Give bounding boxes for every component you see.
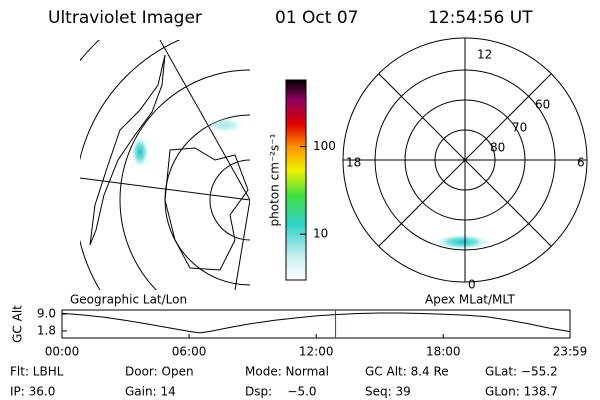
- y-tick-label: 1.8: [37, 323, 56, 337]
- polar-label: 60: [535, 98, 550, 112]
- date: 01 Oct 07: [275, 8, 358, 28]
- status-field: Seq: 39: [365, 385, 411, 399]
- status-field: GC Alt: 8.4 Re: [365, 365, 449, 379]
- plot-frame: [61, 309, 571, 339]
- colorbar-tick-label: 100: [313, 139, 336, 153]
- altitude-line: [61, 312, 571, 334]
- x-tick-label: 12:00: [299, 345, 334, 359]
- colorbar-tick-label: 10: [313, 227, 328, 241]
- geo-map: [80, 40, 250, 290]
- polar-label: 12: [477, 48, 492, 62]
- polar-label: 0: [468, 278, 476, 292]
- status-field: Dsp: −5.0: [245, 385, 317, 399]
- title: Ultraviolet Imager: [48, 8, 202, 28]
- status-field: GLon: 138.7: [485, 385, 558, 399]
- colorbar: [285, 79, 307, 281]
- y-tick-label: 9.0: [37, 307, 56, 321]
- x-tick-label: 00:00: [45, 345, 80, 359]
- status-field: Gain: 14: [125, 385, 176, 399]
- polar-label: 18: [346, 156, 361, 170]
- status-field: Mode: Normal: [245, 365, 329, 379]
- status-field: GLat: −55.2: [485, 365, 558, 379]
- polar-map: [343, 38, 587, 282]
- x-tick-label: 18:00: [426, 345, 461, 359]
- status-field: Door: Open: [125, 365, 194, 379]
- map-label: Geographic Lat/Lon: [70, 293, 187, 307]
- polar-label: 70: [512, 121, 527, 135]
- map-label: Apex MLat/MLT: [425, 293, 515, 307]
- status-field: IP: 36.0: [10, 385, 55, 399]
- x-tick-label: 06:00: [172, 345, 207, 359]
- polar-label: 80: [490, 141, 505, 155]
- status-field: Flt: LBHL: [10, 365, 64, 379]
- x-tick-label: 23:59: [553, 345, 588, 359]
- y-axis-label: GC Alt: [11, 305, 25, 343]
- colorbar-label: photon cm⁻²s⁻¹: [268, 133, 282, 226]
- polar-label: 6: [577, 156, 585, 170]
- time: 12:54:56 UT: [428, 8, 533, 28]
